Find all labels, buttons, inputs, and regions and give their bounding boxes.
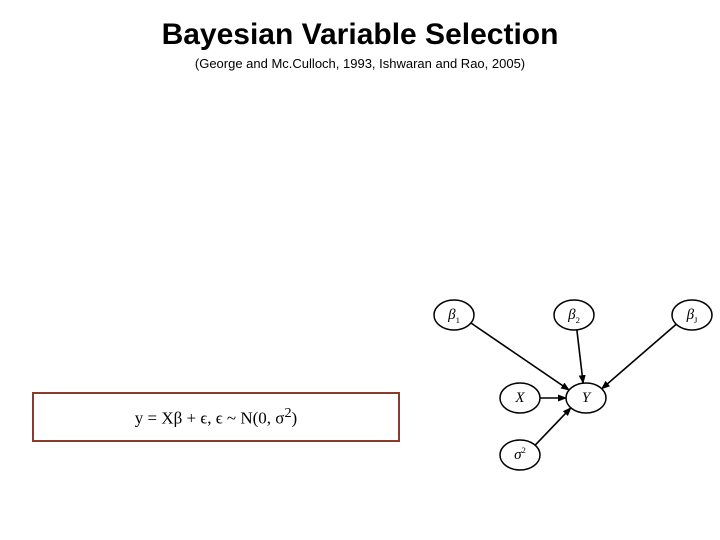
node-betaJ: βJ: [672, 300, 712, 330]
node-beta2: β2: [554, 300, 594, 330]
edge-sigma2-Y: [535, 408, 571, 445]
edges-layer: [471, 323, 676, 445]
edge-beta1-Y: [471, 323, 569, 390]
node-Y: Y: [566, 383, 606, 413]
bayesian-graph: β1 β2 βJ X Yσ2: [398, 280, 718, 490]
equation-pre: y = Xβ + ϵ, ϵ ~ N(0, σ: [135, 409, 285, 428]
equation-box: y = Xβ + ϵ, ϵ ~ N(0, σ2): [32, 392, 400, 442]
equation-sup: 2: [284, 405, 291, 421]
node-beta1: β1: [434, 300, 474, 330]
edge-betaJ-Y: [602, 324, 677, 389]
equation-text: y = Xβ + ϵ, ϵ ~ N(0, σ2): [135, 405, 297, 429]
page-subtitle: (George and Mc.Culloch, 1993, Ishwaran a…: [0, 56, 720, 71]
node-label-X: X: [514, 390, 525, 406]
equation-post: ): [292, 409, 298, 428]
page-title: Bayesian Variable Selection: [0, 18, 720, 52]
node-X: X: [500, 383, 540, 413]
node-sigma2: σ2: [500, 440, 540, 470]
edge-beta2-Y: [577, 330, 583, 383]
